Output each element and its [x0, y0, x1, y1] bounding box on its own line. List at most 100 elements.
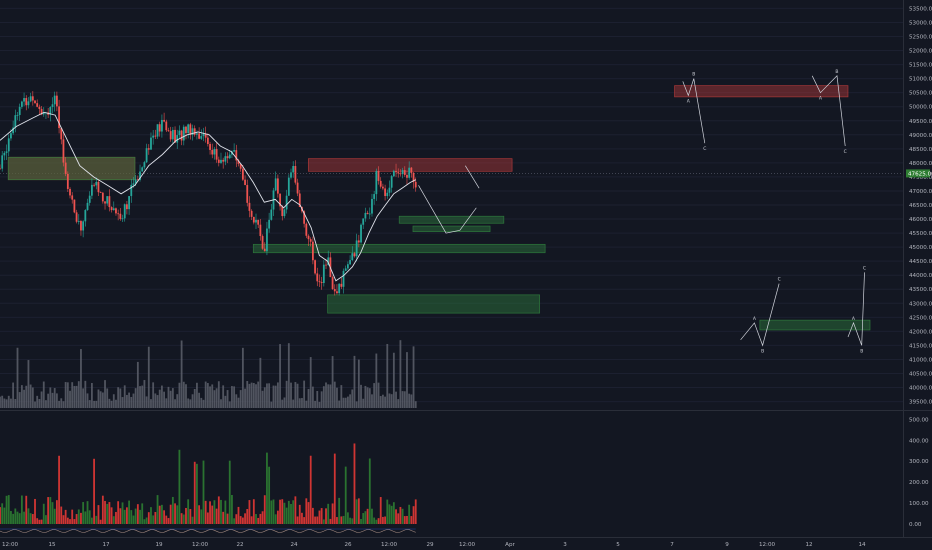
indicator-bar — [353, 443, 356, 524]
indicator-bar — [272, 499, 275, 524]
indicator-bar — [392, 502, 395, 524]
candle — [333, 284, 336, 296]
candle-body — [235, 150, 238, 161]
volume-bar — [283, 397, 286, 408]
candle — [119, 208, 122, 221]
volume-bar — [115, 399, 117, 408]
candlestick-series[interactable] — [0, 91, 417, 296]
candle — [279, 193, 281, 211]
candle — [171, 126, 174, 143]
price-axis[interactable]: 53500.00 53000.00 52500.00 52000.00 51500.00… — [906, 6, 932, 406]
candle-body — [191, 128, 194, 135]
volume-bar — [290, 382, 292, 408]
candle — [342, 268, 345, 294]
candle-body — [158, 124, 161, 132]
indicator-bar — [318, 510, 321, 524]
volume-bar — [252, 382, 255, 408]
indicator-bar — [180, 513, 183, 524]
indicator-bar — [10, 510, 12, 524]
candle — [248, 196, 251, 218]
volume-bar — [198, 392, 201, 408]
indicator-bar — [364, 511, 367, 524]
candle-body — [23, 98, 25, 102]
candle-body — [49, 107, 52, 115]
volume-bar — [368, 388, 371, 408]
time-tick-label: 24 — [290, 542, 298, 548]
indicator-axis[interactable]: 500.00 400.00 300.00 200.00 100.00 0.00 — [909, 417, 929, 528]
indicator-bar — [165, 515, 168, 524]
candle-body — [261, 236, 264, 249]
candle-body — [163, 119, 166, 122]
indicator-bar — [119, 508, 122, 524]
candle — [130, 179, 133, 203]
indicator-bar — [357, 498, 360, 524]
candle — [340, 277, 343, 290]
candle-body — [397, 172, 400, 174]
indicator-bar — [7, 495, 10, 524]
candle-body — [75, 212, 78, 222]
indicator-bar — [406, 515, 408, 524]
candle-body — [10, 133, 12, 139]
indicator-bar — [233, 518, 236, 524]
candle-body — [386, 192, 389, 197]
candle-body — [156, 124, 159, 137]
candle — [3, 151, 6, 161]
candle-body — [161, 119, 163, 132]
indicator-bar — [259, 513, 262, 524]
volume-bar — [412, 346, 415, 408]
candle-body — [165, 121, 168, 131]
candle-body — [145, 148, 148, 163]
candle-body — [204, 133, 207, 138]
candle — [314, 259, 316, 275]
time-axis[interactable]: 12:00 15 17 19 12:00 22 24 26 12:00 29 12:00 Apr 3 5 7… — [2, 542, 866, 548]
candle — [213, 146, 216, 160]
indicator-bar — [23, 511, 25, 524]
indicator-bar — [344, 466, 347, 524]
candle-body — [101, 192, 104, 202]
candle-body — [355, 240, 358, 257]
indicator-bar — [134, 508, 137, 524]
price-tick-label: 46000.00 — [909, 217, 932, 223]
candle-body — [399, 173, 402, 175]
candle — [51, 97, 54, 114]
price-tick-label: 41500.00 — [909, 343, 932, 349]
time-tick-label: 15 — [48, 542, 56, 548]
candle — [165, 119, 168, 133]
indicator-bar — [101, 495, 104, 524]
volume-bar — [191, 394, 194, 408]
candle — [307, 234, 310, 246]
volume-bar — [294, 382, 297, 408]
candle — [156, 124, 159, 139]
volume-bar — [16, 347, 19, 408]
candle-body — [327, 257, 330, 266]
volume-bar — [84, 380, 87, 408]
candle-body — [141, 167, 144, 172]
candle-body — [395, 170, 397, 173]
candle-body — [174, 129, 176, 143]
candle-body — [16, 115, 19, 116]
candle-body — [115, 208, 117, 214]
candle — [77, 214, 80, 225]
volume-bar — [390, 394, 393, 408]
indicator-bar — [112, 516, 115, 524]
candle — [263, 242, 266, 252]
candle — [62, 132, 65, 167]
volume-bar — [119, 388, 122, 408]
indicator-bar — [349, 517, 351, 524]
price-tick-label: 46500.00 — [909, 203, 932, 209]
volume-bar — [228, 401, 231, 408]
indicator-bar — [316, 516, 319, 524]
volume-bar — [110, 400, 113, 408]
volume-bar — [29, 384, 32, 408]
candle-body — [152, 135, 155, 138]
volume-bar — [58, 400, 60, 408]
indicator-bar — [198, 505, 201, 524]
wave-bottom-right-label: B — [860, 348, 863, 354]
wave-bottom-left-label: B — [761, 348, 764, 354]
volume-bar — [176, 394, 179, 408]
candle — [268, 212, 271, 233]
volume-bar — [14, 399, 17, 408]
candle-body — [196, 133, 198, 135]
volume-bar — [220, 399, 222, 408]
